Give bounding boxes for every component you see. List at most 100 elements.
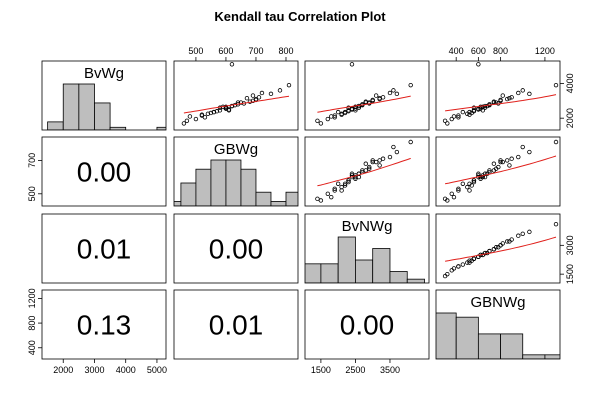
panel-frame: [41, 60, 167, 131]
scatter-point: [259, 90, 265, 96]
smooth-line: [317, 157, 411, 187]
scatter-point: [229, 103, 235, 109]
hist-bar: [477, 333, 501, 359]
scatter-point: [498, 98, 503, 104]
hist-bar: [156, 126, 166, 130]
panel: [315, 139, 413, 203]
correlation-value: 0.01: [77, 234, 132, 265]
scatter-point: [335, 109, 341, 115]
scatter-point: [332, 113, 337, 118]
hist-bar: [240, 168, 257, 206]
scatter-point: [387, 90, 393, 96]
scatter-point: [370, 159, 375, 165]
panel-frame: [435, 136, 561, 207]
chart-title: Kendall tau Correlation Plot: [214, 9, 386, 24]
scatter-point: [394, 149, 400, 155]
scatter-point: [377, 158, 382, 163]
scatter-point: [456, 113, 461, 118]
scatter-point: [353, 104, 358, 110]
scatter-point: [520, 144, 525, 150]
y-tick-label: 1200: [27, 288, 37, 308]
scatter-point: [451, 194, 457, 200]
panel-frame: [41, 213, 167, 284]
scatter-point: [520, 88, 525, 93]
y-tick-label: 500: [27, 186, 37, 201]
scatter-point: [342, 181, 348, 186]
scatter-point: [377, 163, 382, 168]
scatter-point: [456, 264, 461, 269]
hist-bar: [389, 271, 408, 283]
hist-bar: [372, 248, 391, 283]
scatter-point: [527, 229, 532, 235]
scatter-point: [356, 171, 362, 176]
scatter-point: [449, 268, 454, 273]
hist-bar: [47, 121, 64, 130]
variable-label: BvNWg: [342, 218, 393, 235]
scatter-point: [471, 256, 477, 261]
scatter-point: [471, 178, 477, 183]
x-tick-label: 1500: [311, 365, 331, 375]
hist-bar: [270, 200, 287, 206]
scatter-point: [516, 233, 521, 238]
scatter-point: [487, 168, 492, 173]
scatter-point: [329, 194, 334, 200]
scatter-point: [496, 164, 501, 170]
correlation-value: 0.01: [209, 310, 264, 341]
x-tick-label: 4000: [116, 365, 136, 375]
smooth-line: [317, 95, 411, 113]
scatter-point: [509, 156, 514, 161]
panel-frame: [304, 136, 430, 207]
panel: [181, 62, 292, 126]
scatter-point: [370, 98, 375, 104]
scatter-point: [332, 188, 337, 193]
scatter-point: [325, 116, 330, 122]
scatter-point: [507, 239, 512, 244]
scatter-point: [471, 179, 477, 185]
scatter-point: [445, 198, 450, 203]
scatter-point: [315, 196, 320, 202]
scatter-point: [456, 186, 461, 191]
scatter-point: [277, 88, 283, 93]
scatter-point: [211, 109, 217, 115]
y-tick-label: 2000: [565, 108, 575, 128]
scatter-point: [445, 121, 450, 126]
hist-bar: [500, 333, 524, 359]
scatter-point: [460, 262, 466, 267]
scatter-point: [318, 198, 324, 203]
hist-bar: [174, 200, 182, 206]
scatter-point: [465, 184, 470, 190]
x-tick-label: 3000: [84, 365, 104, 375]
scatter-point: [456, 188, 461, 193]
panel-frame: [304, 213, 430, 284]
y-tick-label: 3000: [565, 235, 575, 255]
y-tick-label: 800: [27, 316, 37, 331]
scatter-point: [346, 108, 351, 113]
panel-frame: [173, 60, 299, 131]
smooth-line: [445, 236, 557, 262]
scatter-point: [449, 116, 454, 122]
scatter-point: [491, 161, 497, 166]
scatter-point: [193, 116, 199, 122]
scatter-point: [391, 144, 396, 150]
scatter-point: [199, 113, 205, 118]
scatter-point: [339, 111, 344, 117]
scatter-point: [505, 158, 510, 163]
scatter-point: [391, 88, 396, 93]
scatter-point: [268, 91, 274, 97]
scatter-point: [449, 191, 454, 197]
panel-frame: [435, 213, 561, 284]
scatter-point: [339, 184, 344, 190]
scatter-point: [471, 108, 477, 113]
scatter-point: [507, 163, 512, 168]
x-tick-label: 700: [248, 46, 263, 56]
scatter-point: [500, 93, 505, 98]
x-tick-label: 800: [278, 46, 293, 56]
panel-frame: [304, 289, 430, 360]
scatter-point: [318, 121, 324, 126]
y-tick-label: 400: [27, 340, 37, 355]
panel: [315, 62, 413, 126]
hist-bar: [522, 354, 546, 359]
scatter-point: [335, 181, 341, 186]
scatter-point: [380, 156, 386, 161]
y-tick-label: 700: [27, 153, 37, 168]
